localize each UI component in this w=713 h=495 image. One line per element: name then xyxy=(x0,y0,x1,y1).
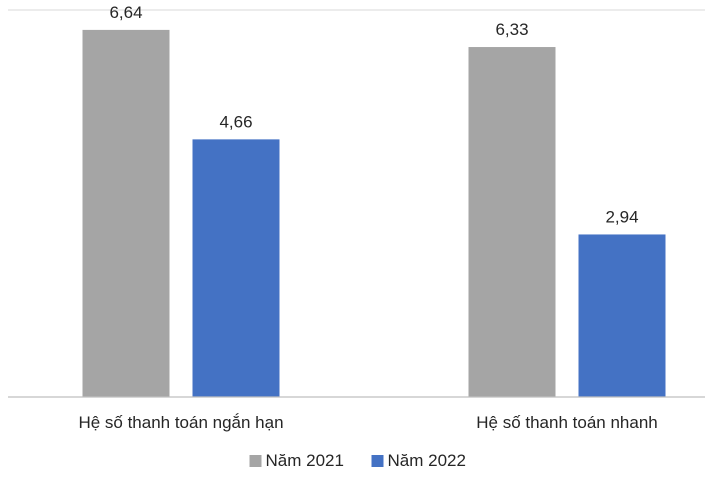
data-label-nam-2022-he-so-thanh-toan-nhanh: 2,94 xyxy=(605,207,638,226)
data-label-nam-2022-he-so-thanh-toan-ngan-han: 4,66 xyxy=(219,112,252,131)
bars-layer xyxy=(82,29,666,397)
x-tick-label-he-so-thanh-toan-nhanh: Hệ số thanh toán nhanh xyxy=(476,413,657,432)
bar-nam-2022-he-so-thanh-toan-ngan-han xyxy=(192,139,280,397)
legend-label-nam-2022: Năm 2022 xyxy=(388,451,466,470)
data-label-nam-2021-he-so-thanh-toan-ngan-han: 6,64 xyxy=(109,3,142,22)
bar-nam-2022-he-so-thanh-toan-nhanh xyxy=(578,234,666,397)
bar-nam-2021-he-so-thanh-toan-nhanh xyxy=(468,47,556,397)
data-label-nam-2021-he-so-thanh-toan-nhanh: 6,33 xyxy=(495,20,528,39)
legend-swatch-nam-2022 xyxy=(371,455,384,467)
labels-layer: 6,64 4,66 Hệ số thanh toán ngắn hạn 6,33 2,9… xyxy=(78,3,657,432)
legend-label-nam-2021: Năm 2021 xyxy=(266,451,344,470)
x-tick-label-he-so-thanh-toan-ngan-han: Hệ số thanh toán ngắn hạn xyxy=(78,413,283,432)
legend-swatch-nam-2021 xyxy=(249,455,262,467)
legend: Năm 2021 Năm 2022 xyxy=(249,451,466,470)
bar-nam-2021-he-so-thanh-toan-ngan-han xyxy=(82,29,170,397)
